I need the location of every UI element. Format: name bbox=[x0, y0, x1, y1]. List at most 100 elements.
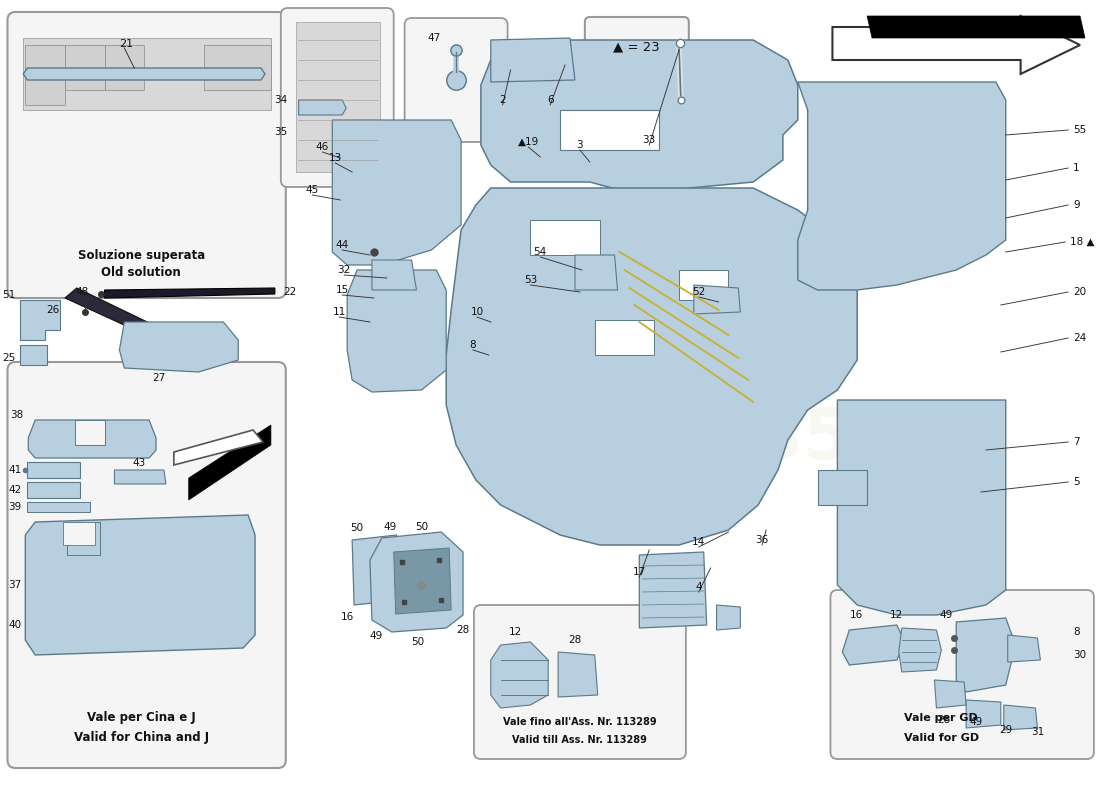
Text: 28: 28 bbox=[937, 715, 952, 725]
FancyBboxPatch shape bbox=[8, 12, 286, 298]
Polygon shape bbox=[23, 38, 271, 110]
Text: 3: 3 bbox=[576, 140, 583, 150]
Text: 18 ▲: 18 ▲ bbox=[1070, 237, 1094, 247]
Polygon shape bbox=[120, 322, 239, 372]
Polygon shape bbox=[29, 420, 156, 458]
Polygon shape bbox=[296, 22, 380, 172]
Text: 28: 28 bbox=[456, 625, 470, 635]
Text: 20: 20 bbox=[1074, 287, 1086, 297]
Polygon shape bbox=[65, 288, 189, 350]
Text: 17: 17 bbox=[632, 567, 646, 577]
Polygon shape bbox=[372, 260, 417, 290]
Text: 8: 8 bbox=[470, 340, 476, 350]
Polygon shape bbox=[1004, 705, 1037, 730]
Text: Valid till Ass. Nr. 113289: Valid till Ass. Nr. 113289 bbox=[513, 735, 647, 745]
Polygon shape bbox=[65, 45, 104, 90]
Text: 27: 27 bbox=[153, 373, 166, 383]
Polygon shape bbox=[67, 522, 100, 555]
Polygon shape bbox=[491, 38, 575, 82]
Polygon shape bbox=[867, 16, 1085, 38]
Text: Vale per Cina e J: Vale per Cina e J bbox=[87, 711, 196, 725]
Text: 15: 15 bbox=[336, 285, 349, 295]
Text: Vale per GD: Vale per GD bbox=[904, 713, 978, 723]
Text: 21: 21 bbox=[119, 39, 133, 49]
Polygon shape bbox=[899, 628, 942, 672]
Text: 50: 50 bbox=[351, 523, 364, 533]
Text: 50: 50 bbox=[415, 522, 428, 532]
Polygon shape bbox=[491, 642, 548, 708]
Polygon shape bbox=[530, 220, 600, 255]
Polygon shape bbox=[28, 502, 90, 512]
Text: 54: 54 bbox=[534, 247, 547, 257]
FancyBboxPatch shape bbox=[830, 590, 1093, 759]
Text: 42: 42 bbox=[8, 485, 21, 495]
Text: 10: 10 bbox=[471, 307, 484, 317]
Text: 48: 48 bbox=[75, 287, 88, 297]
Text: 13: 13 bbox=[329, 153, 342, 163]
Polygon shape bbox=[934, 680, 966, 708]
Text: 55: 55 bbox=[1074, 125, 1087, 135]
Text: 985: 985 bbox=[703, 406, 854, 474]
Text: 47: 47 bbox=[428, 33, 441, 43]
Text: 12: 12 bbox=[890, 610, 903, 620]
Polygon shape bbox=[28, 482, 80, 498]
Polygon shape bbox=[114, 470, 166, 484]
FancyBboxPatch shape bbox=[585, 17, 689, 77]
Polygon shape bbox=[956, 618, 1015, 692]
Polygon shape bbox=[833, 16, 1080, 74]
Polygon shape bbox=[352, 535, 399, 605]
Text: 25: 25 bbox=[2, 353, 15, 363]
Text: Soluzione superata: Soluzione superata bbox=[78, 249, 205, 262]
Text: 33: 33 bbox=[642, 135, 656, 145]
Text: 39: 39 bbox=[8, 502, 21, 512]
Text: 14: 14 bbox=[692, 537, 705, 547]
Polygon shape bbox=[1008, 635, 1041, 662]
Text: ▲ = 23: ▲ = 23 bbox=[613, 41, 660, 54]
Polygon shape bbox=[843, 625, 904, 665]
Polygon shape bbox=[370, 532, 463, 632]
FancyBboxPatch shape bbox=[280, 8, 394, 187]
Polygon shape bbox=[174, 430, 263, 465]
Text: 22: 22 bbox=[283, 287, 296, 297]
FancyBboxPatch shape bbox=[8, 362, 286, 768]
Polygon shape bbox=[104, 45, 144, 90]
FancyBboxPatch shape bbox=[405, 18, 507, 142]
Polygon shape bbox=[25, 515, 255, 655]
Text: 49: 49 bbox=[383, 522, 396, 532]
Text: 6: 6 bbox=[547, 95, 553, 105]
Text: 2: 2 bbox=[499, 95, 506, 105]
Polygon shape bbox=[104, 288, 275, 298]
Polygon shape bbox=[694, 285, 740, 314]
Polygon shape bbox=[332, 120, 461, 265]
Text: 49: 49 bbox=[969, 717, 982, 727]
Text: ▲19: ▲19 bbox=[518, 137, 539, 147]
Text: 36: 36 bbox=[756, 535, 769, 545]
Text: 52: 52 bbox=[692, 287, 705, 297]
Polygon shape bbox=[595, 320, 654, 355]
Polygon shape bbox=[447, 188, 857, 545]
Text: 16: 16 bbox=[341, 612, 354, 622]
Text: 28: 28 bbox=[569, 635, 582, 645]
Text: 37: 37 bbox=[8, 580, 21, 590]
Text: 35: 35 bbox=[275, 127, 288, 137]
Text: 9: 9 bbox=[1074, 200, 1080, 210]
Text: 5: 5 bbox=[1074, 477, 1080, 487]
Text: 29: 29 bbox=[999, 725, 1012, 735]
Polygon shape bbox=[298, 100, 346, 115]
Polygon shape bbox=[23, 68, 265, 80]
Polygon shape bbox=[21, 300, 60, 340]
Text: 53: 53 bbox=[524, 275, 537, 285]
Polygon shape bbox=[204, 45, 271, 90]
Polygon shape bbox=[575, 255, 617, 290]
Polygon shape bbox=[679, 270, 728, 300]
Text: 12: 12 bbox=[509, 627, 522, 637]
Polygon shape bbox=[28, 462, 80, 478]
Polygon shape bbox=[560, 110, 659, 150]
Text: 34: 34 bbox=[275, 95, 288, 105]
Text: 4: 4 bbox=[695, 582, 702, 592]
Text: 32: 32 bbox=[338, 265, 351, 275]
Text: 45: 45 bbox=[306, 185, 319, 195]
Text: a passion: a passion bbox=[485, 345, 715, 495]
Polygon shape bbox=[817, 470, 867, 505]
Text: Old solution: Old solution bbox=[101, 266, 182, 279]
